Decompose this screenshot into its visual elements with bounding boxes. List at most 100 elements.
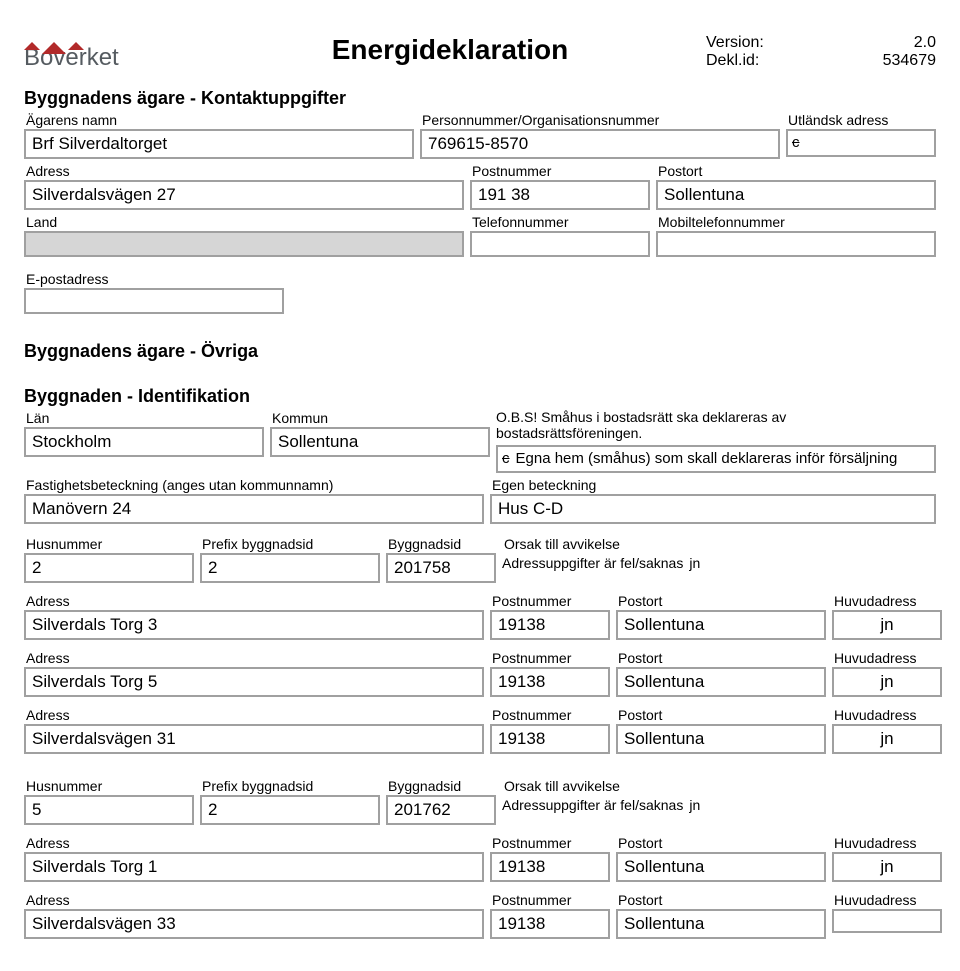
- owner-name-value: Brf Silverdaltorget: [24, 129, 414, 159]
- header-meta: Version: 2.0 Dekl.id: 534679: [706, 16, 936, 70]
- addr-postnr-value: 19138: [490, 610, 610, 640]
- addr-postort-label: Postort: [616, 706, 826, 724]
- building-block: Husnummer 5 Prefix byggnadsid 2 Byggnads…: [24, 777, 936, 942]
- addr-huvud-label: Huvudadress: [832, 649, 942, 667]
- prefix-label: Prefix byggnadsid: [200, 535, 380, 553]
- addr-postort-value: Sollentuna: [616, 724, 826, 754]
- avvik-text: Adressuppgifter är fel/saknas: [502, 555, 683, 571]
- owner-tel-value: [470, 231, 650, 257]
- id-row2: Fastighetsbeteckning (anges utan kommunn…: [24, 476, 936, 527]
- owner-foreign-checkbox[interactable]: c: [786, 129, 936, 157]
- avvik-text: Adressuppgifter är fel/saknas: [502, 797, 683, 813]
- owner-contact-row3: Land Telefonnummer Mobiltelefonnummer: [24, 213, 936, 260]
- building-block: Husnummer 2 Prefix byggnadsid 2 Byggnads…: [24, 535, 936, 757]
- owner-contact-heading: Byggnadens ägare - Kontaktuppgifter: [24, 88, 936, 109]
- owner-postort-value: Sollentuna: [656, 180, 936, 210]
- building-id-row: Husnummer 2 Prefix byggnadsid 2 Byggnads…: [24, 535, 936, 586]
- id-egna-hem-text: Egna hem (småhus) som skall deklareras i…: [516, 449, 898, 469]
- owner-address-value: Silverdalsvägen 27: [24, 180, 464, 210]
- prefix-label: Prefix byggnadsid: [200, 777, 380, 795]
- owner-pnr-value: 769615-8570: [420, 129, 780, 159]
- owner-pnr-label: Personnummer/Organisationsnummer: [420, 111, 780, 129]
- owner-email-label: E-postadress: [24, 270, 284, 288]
- addr-postort-value: Sollentuna: [616, 852, 826, 882]
- addr-value: Silverdalsvägen 31: [24, 724, 484, 754]
- addr-huvud-value[interactable]: jn: [832, 852, 942, 882]
- owner-email-value: [24, 288, 284, 314]
- avvik-row: Adressuppgifter är fel/saknas jn: [502, 555, 936, 571]
- addr-value: Silverdals Torg 1: [24, 852, 484, 882]
- id-egenbet-label: Egen beteckning: [490, 476, 936, 494]
- page-title: Energideklaration: [194, 16, 706, 66]
- id-fastbet-value: Manövern 24: [24, 494, 484, 524]
- addr-huvud-value[interactable]: [832, 909, 942, 933]
- addr-huvud-value[interactable]: jn: [832, 724, 942, 754]
- id-obs-text: O.B.S! Småhus i bostadsrätt ska deklarer…: [496, 409, 936, 441]
- logo-shapes-icon: [24, 16, 194, 42]
- owner-contact-row1: Ägarens namn Brf Silverdaltorget Personn…: [24, 111, 936, 162]
- byggid-value: 201758: [386, 553, 496, 583]
- owner-mobil-value: [656, 231, 936, 257]
- owner-land-label: Land: [24, 213, 464, 231]
- addr-postort-label: Postort: [616, 649, 826, 667]
- addr-label: Adress: [24, 592, 484, 610]
- husnr-label: Husnummer: [24, 777, 194, 795]
- meta-version-value: 2.0: [796, 34, 936, 52]
- id-kommun-label: Kommun: [270, 409, 490, 427]
- id-egna-hem-mark: c: [502, 449, 510, 469]
- address-row: Adress Silverdalsvägen 31 Postnummer 191…: [24, 706, 936, 757]
- husnr-value: 5: [24, 795, 194, 825]
- meta-deklid-label: Dekl.id:: [706, 52, 796, 70]
- addr-value: Silverdals Torg 3: [24, 610, 484, 640]
- id-egna-hem-checkbox[interactable]: c Egna hem (småhus) som skall deklareras…: [496, 445, 936, 473]
- addr-postnr-value: 19138: [490, 909, 610, 939]
- addr-postnr-value: 19138: [490, 852, 610, 882]
- byggid-value: 201762: [386, 795, 496, 825]
- owner-foreign-label: Utländsk adress: [786, 111, 936, 129]
- logo-block: Boverket: [24, 16, 194, 72]
- addr-huvud-label: Huvudadress: [832, 706, 942, 724]
- owner-tel-label: Telefonnummer: [470, 213, 650, 231]
- owner-foreign-mark: c: [792, 133, 800, 153]
- id-lan-label: Län: [24, 409, 264, 427]
- prefix-value: 2: [200, 795, 380, 825]
- addr-postort-label: Postort: [616, 891, 826, 909]
- addr-postnr-value: 19138: [490, 724, 610, 754]
- addr-postort-value: Sollentuna: [616, 909, 826, 939]
- addr-postort-value: Sollentuna: [616, 667, 826, 697]
- addr-label: Adress: [24, 706, 484, 724]
- prefix-value: 2: [200, 553, 380, 583]
- avvik-mark: jn: [689, 555, 700, 571]
- husnr-label: Husnummer: [24, 535, 194, 553]
- id-lan-value: Stockholm: [24, 427, 264, 457]
- husnr-value: 2: [24, 553, 194, 583]
- meta-version-row: Version: 2.0: [706, 34, 936, 52]
- addr-postort-value: Sollentuna: [616, 610, 826, 640]
- avvik-mark: jn: [689, 797, 700, 813]
- owner-contact-row2: Adress Silverdalsvägen 27 Postnummer 191…: [24, 162, 936, 213]
- header-row: Boverket Energideklaration Version: 2.0 …: [24, 16, 936, 72]
- addr-postort-label: Postort: [616, 592, 826, 610]
- owner-postort-label: Postort: [656, 162, 936, 180]
- addr-postort-label: Postort: [616, 834, 826, 852]
- id-kommun-value: Sollentuna: [270, 427, 490, 457]
- addr-huvud-value[interactable]: jn: [832, 610, 942, 640]
- addr-postnr-label: Postnummer: [490, 834, 610, 852]
- addr-postnr-label: Postnummer: [490, 706, 610, 724]
- orsak-label: Orsak till avvikelse: [502, 777, 936, 795]
- addr-label: Adress: [24, 649, 484, 667]
- byggid-label: Byggnadsid: [386, 777, 496, 795]
- page-root: Boverket Energideklaration Version: 2.0 …: [0, 0, 960, 966]
- owner-address-label: Adress: [24, 162, 464, 180]
- buildings-container: Husnummer 2 Prefix byggnadsid 2 Byggnads…: [24, 535, 936, 942]
- address-row: Adress Silverdals Torg 3 Postnummer 1913…: [24, 592, 936, 643]
- meta-deklid-row: Dekl.id: 534679: [706, 52, 936, 70]
- byggid-label: Byggnadsid: [386, 535, 496, 553]
- meta-deklid-value: 534679: [796, 52, 936, 70]
- identification-heading: Byggnaden - Identifikation: [24, 386, 936, 407]
- addr-label: Adress: [24, 834, 484, 852]
- addr-huvud-label: Huvudadress: [832, 834, 942, 852]
- owner-postnr-label: Postnummer: [470, 162, 650, 180]
- addr-huvud-value[interactable]: jn: [832, 667, 942, 697]
- id-row1: Län Stockholm Kommun Sollentuna O.B.S! S…: [24, 409, 936, 476]
